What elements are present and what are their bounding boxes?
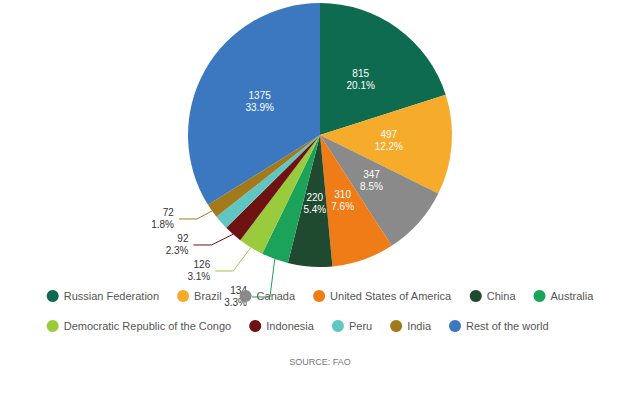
svg-text:7.6%: 7.6%	[331, 201, 354, 212]
svg-text:United States of America: United States of America	[330, 290, 452, 302]
svg-text:Peru: Peru	[349, 320, 372, 332]
svg-text:126: 126	[194, 259, 211, 270]
svg-text:Australia: Australia	[551, 290, 595, 302]
svg-text:92: 92	[177, 233, 189, 244]
svg-text:310: 310	[334, 189, 351, 200]
svg-text:815: 815	[352, 68, 369, 79]
svg-text:33.9%: 33.9%	[245, 102, 273, 113]
svg-text:8.5%: 8.5%	[360, 181, 383, 192]
svg-text:1.8%: 1.8%	[151, 219, 174, 230]
svg-text:134: 134	[230, 285, 247, 297]
svg-text:Russian Federation: Russian Federation	[64, 290, 159, 302]
svg-text:72: 72	[163, 207, 175, 218]
svg-text:220: 220	[306, 192, 323, 203]
svg-text:Democratic Republic of the Con: Democratic Republic of the Congo	[64, 320, 232, 332]
svg-text:China: China	[487, 290, 517, 302]
svg-text:3.3%: 3.3%	[224, 297, 247, 309]
svg-text:347: 347	[363, 169, 380, 180]
svg-text:12.2%: 12.2%	[375, 141, 403, 152]
svg-text:497: 497	[380, 129, 397, 140]
svg-text:Indonesia: Indonesia	[266, 320, 315, 332]
svg-text:5.4%: 5.4%	[303, 204, 326, 215]
svg-text:Rest of the world: Rest of the world	[466, 320, 549, 332]
svg-text:2.3%: 2.3%	[166, 245, 189, 256]
svg-text:3.1%: 3.1%	[187, 271, 210, 282]
svg-text:Brazil: Brazil	[194, 290, 222, 302]
svg-text:Canada: Canada	[257, 290, 296, 302]
svg-text:India: India	[407, 320, 432, 332]
svg-text:1375: 1375	[249, 90, 272, 101]
svg-text:SOURCE: FAO: SOURCE: FAO	[289, 357, 351, 367]
svg-text:20.1%: 20.1%	[347, 80, 375, 91]
